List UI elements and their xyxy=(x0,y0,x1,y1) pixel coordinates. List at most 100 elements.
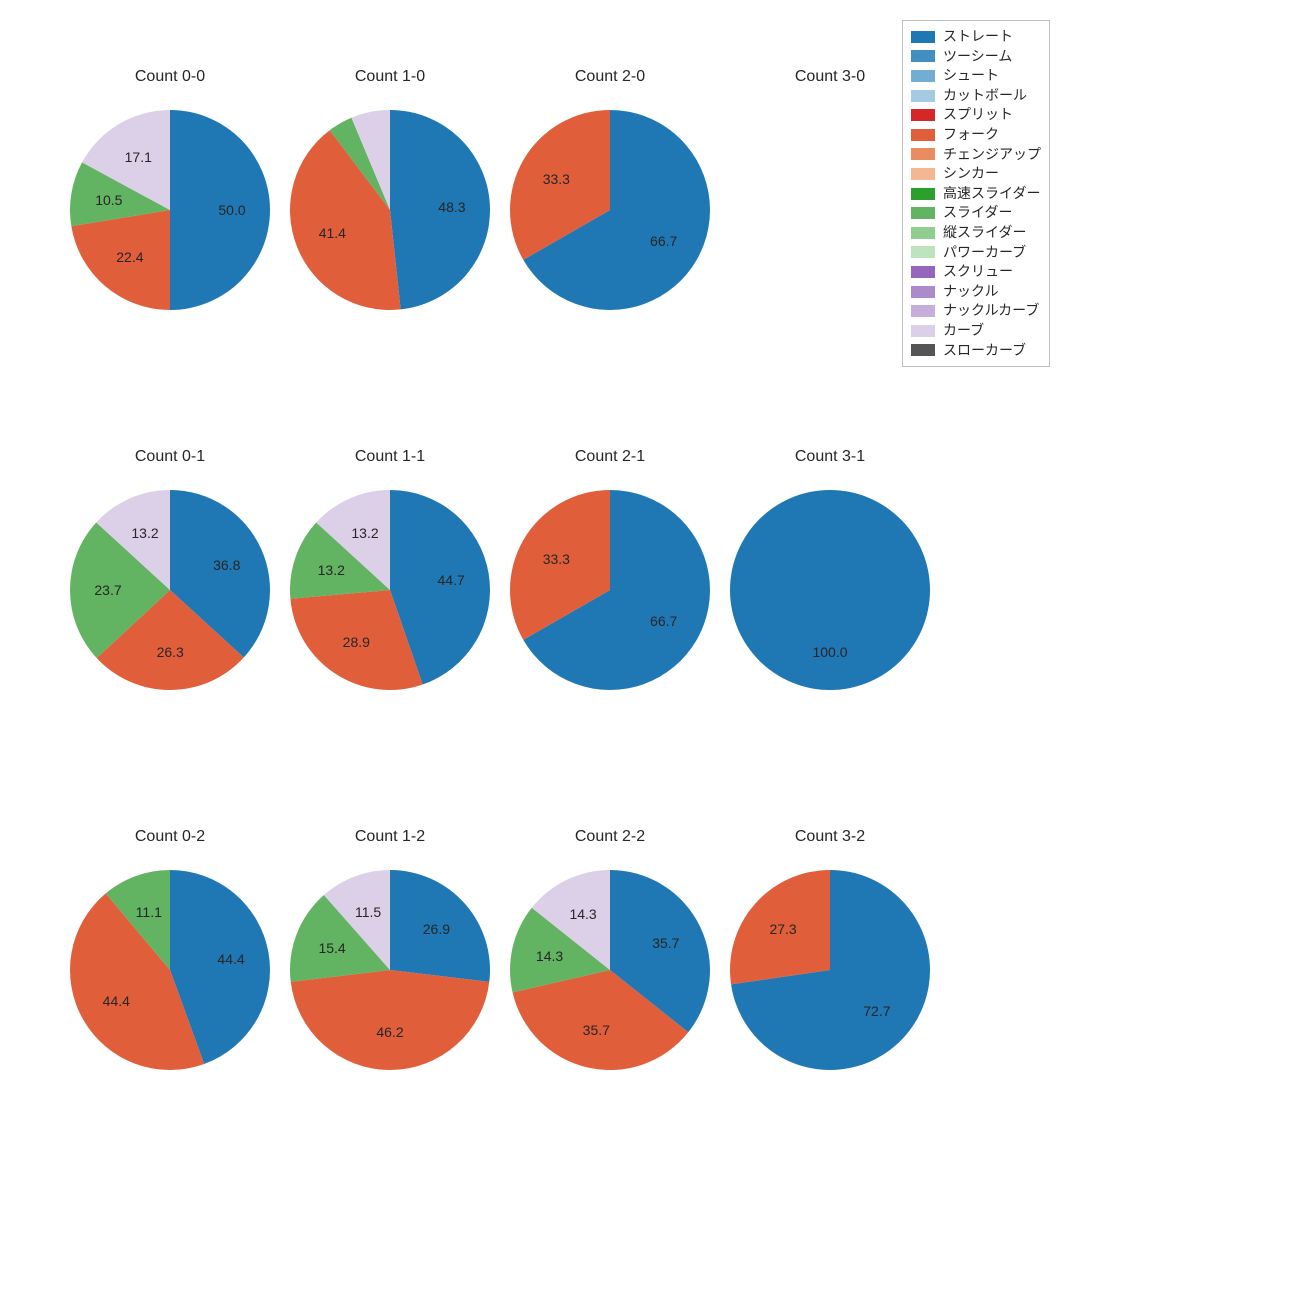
legend-item: ツーシーム xyxy=(911,47,1041,67)
pie-wrap: 48.341.4 xyxy=(290,110,490,310)
pie-slice xyxy=(170,110,270,310)
legend-item: フォーク xyxy=(911,125,1041,145)
legend-item: カーブ xyxy=(911,321,1041,341)
legend-label: ナックルカーブ xyxy=(943,301,1039,321)
pie-wrap: 66.733.3 xyxy=(510,490,710,690)
legend-label: スクリュー xyxy=(943,262,1013,282)
chart-title: Count 3-2 xyxy=(710,828,950,846)
legend-label: チェンジアップ xyxy=(943,145,1041,165)
legend-swatch xyxy=(911,325,935,337)
chart-title: Count 0-2 xyxy=(50,828,290,846)
pie-chart: Count 1-2 26.946.215.411.5 xyxy=(270,820,510,1200)
chart-title: Count 1-0 xyxy=(270,68,510,86)
pie-slice xyxy=(71,210,170,310)
pie-svg xyxy=(290,110,490,310)
pie-chart: Count 0-2 44.444.411.1 xyxy=(50,820,290,1200)
legend-label: カーブ xyxy=(943,321,984,341)
pie-wrap: 36.826.323.713.2 xyxy=(70,490,270,690)
legend-label: シンカー xyxy=(943,164,999,184)
legend-swatch xyxy=(911,109,935,121)
legend-swatch xyxy=(911,344,935,356)
legend-swatch xyxy=(911,70,935,82)
pie-svg xyxy=(730,490,930,690)
pie-svg xyxy=(510,490,710,690)
legend-swatch xyxy=(911,31,935,43)
pie-wrap: 44.728.913.213.2 xyxy=(290,490,490,690)
legend-label: スライダー xyxy=(943,203,1012,223)
legend-swatch xyxy=(911,227,935,239)
pie-svg xyxy=(70,490,270,690)
legend-swatch xyxy=(911,246,935,258)
pie-wrap: 66.733.3 xyxy=(510,110,710,310)
pie-chart: Count 3-1 100.0 xyxy=(710,440,950,820)
legend-swatch xyxy=(911,148,935,160)
pie-wrap: 35.735.714.314.3 xyxy=(510,870,710,1070)
legend-item: スローカーブ xyxy=(911,341,1041,361)
legend-label: スローカーブ xyxy=(943,341,1026,361)
legend-item: スクリュー xyxy=(911,262,1041,282)
chart-title: Count 1-2 xyxy=(270,828,510,846)
pie-slice xyxy=(390,870,490,982)
pie-chart: Count 2-2 35.735.714.314.3 xyxy=(490,820,730,1200)
legend-item: シュート xyxy=(911,66,1041,86)
pie-slice xyxy=(390,110,490,309)
legend-swatch xyxy=(911,286,935,298)
pie-slice xyxy=(730,870,830,984)
legend-label: ナックル xyxy=(943,282,999,302)
pie-svg xyxy=(290,870,490,1070)
pie-svg xyxy=(70,870,270,1070)
pie-wrap: 26.946.215.411.5 xyxy=(290,870,490,1070)
legend-swatch xyxy=(911,168,935,180)
pie-svg xyxy=(290,490,490,690)
legend-swatch xyxy=(911,188,935,200)
legend-label: シュート xyxy=(943,66,999,86)
pie-wrap: 72.727.3 xyxy=(730,870,930,1070)
pie-svg xyxy=(70,110,270,310)
legend-label: フォーク xyxy=(943,125,999,145)
legend-label: カットボール xyxy=(943,86,1027,106)
chart-title: Count 0-0 xyxy=(50,68,290,86)
legend: ストレートツーシームシュートカットボールスプリットフォークチェンジアップシンカー… xyxy=(902,20,1050,367)
chart-title: Count 1-1 xyxy=(270,448,510,466)
pie-chart: Count 0-1 36.826.323.713.2 xyxy=(50,440,290,820)
pie-svg xyxy=(510,110,710,310)
pie-wrap: 44.444.411.1 xyxy=(70,870,270,1070)
legend-label: ツーシーム xyxy=(943,47,1012,67)
legend-swatch xyxy=(911,305,935,317)
pie-chart: Count 0-0 50.022.410.517.1 xyxy=(50,60,290,440)
pie-slice xyxy=(730,490,930,690)
legend-item: スプリット xyxy=(911,105,1041,125)
legend-swatch xyxy=(911,266,935,278)
pie-chart: Count 2-0 66.733.3 xyxy=(490,60,730,440)
legend-swatch xyxy=(911,207,935,219)
legend-label: スプリット xyxy=(943,105,1013,125)
chart-title: Count 3-1 xyxy=(710,448,950,466)
legend-label: 縦スライダー xyxy=(943,223,1026,243)
legend-item: 高速スライダー xyxy=(911,184,1041,204)
pie-svg xyxy=(730,870,930,1070)
legend-item: 縦スライダー xyxy=(911,223,1041,243)
legend-swatch xyxy=(911,90,935,102)
legend-swatch xyxy=(911,50,935,62)
chart-grid: Count 0-0 50.022.410.517.1 Count 1-0 48.341… xyxy=(0,0,1300,1300)
pie-wrap: 100.0 xyxy=(730,490,930,690)
chart-title: Count 2-1 xyxy=(490,448,730,466)
legend-label: パワーカーブ xyxy=(943,243,1026,263)
legend-item: チェンジアップ xyxy=(911,145,1041,165)
legend-swatch xyxy=(911,129,935,141)
chart-title: Count 2-0 xyxy=(490,68,730,86)
legend-item: スライダー xyxy=(911,203,1041,223)
pie-chart: Count 1-0 48.341.4 xyxy=(270,60,510,440)
pie-slice xyxy=(291,970,490,1070)
legend-item: シンカー xyxy=(911,164,1041,184)
pie-svg xyxy=(510,870,710,1070)
chart-title: Count 2-2 xyxy=(490,828,730,846)
chart-title: Count 0-1 xyxy=(50,448,290,466)
pie-chart: Count 3-2 72.727.3 xyxy=(710,820,950,1200)
legend-item: ナックルカーブ xyxy=(911,301,1041,321)
legend-label: ストレート xyxy=(943,27,1013,47)
legend-label: 高速スライダー xyxy=(943,184,1040,204)
pie-wrap: 50.022.410.517.1 xyxy=(70,110,270,310)
legend-item: ストレート xyxy=(911,27,1041,47)
legend-item: ナックル xyxy=(911,282,1041,302)
